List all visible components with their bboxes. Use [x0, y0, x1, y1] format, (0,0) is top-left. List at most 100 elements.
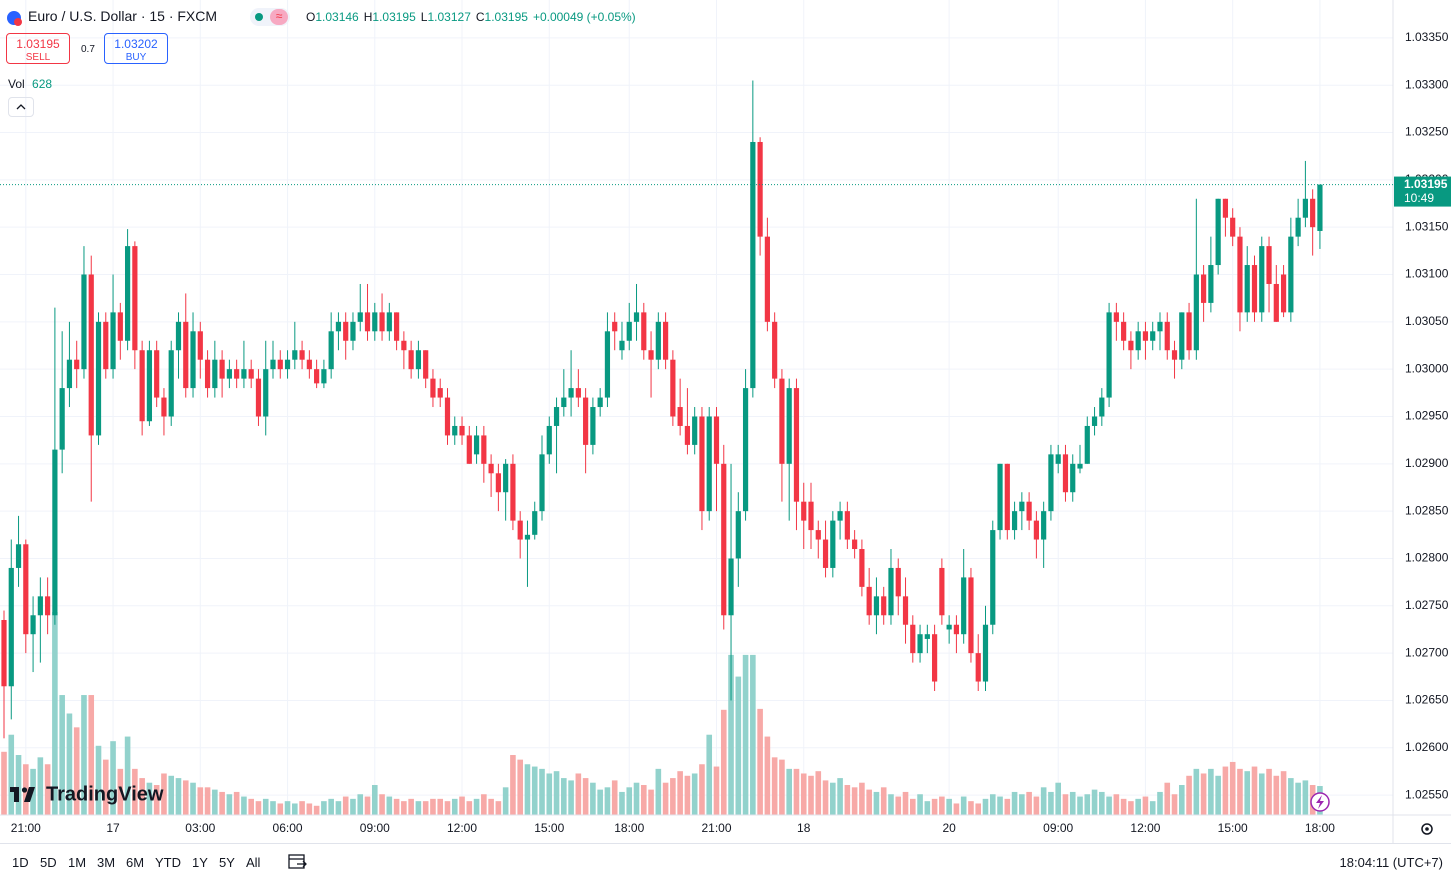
volume-bar [88, 695, 95, 815]
volume-bar [1288, 778, 1294, 815]
volume-bar [800, 773, 807, 815]
volume-bar [750, 654, 756, 815]
volume-bar [960, 796, 967, 815]
candle-body [37, 596, 43, 616]
candle-body [219, 359, 225, 379]
volume-bar [859, 782, 865, 815]
buy-button[interactable]: 1.03202 BUY [104, 33, 168, 64]
volume-bar [52, 612, 58, 815]
date-range-button[interactable] [287, 852, 309, 872]
range-button[interactable]: YTD [155, 855, 181, 870]
volume-bar [1026, 791, 1032, 815]
volume-bar [808, 775, 814, 815]
candle-body [997, 463, 1003, 531]
x-tick-label: 15:00 [534, 821, 564, 835]
candle-body [677, 407, 683, 426]
volume-bar [415, 801, 422, 815]
volume-bar [204, 787, 211, 815]
range-button[interactable]: All [246, 855, 261, 870]
volume-bar [917, 794, 923, 815]
logo-mark [24, 787, 35, 802]
x-tick-label: 17 [106, 821, 120, 835]
symbol-title[interactable]: Euro / U.S. Dollar · 15 · FXCM [28, 8, 218, 24]
sell-button[interactable]: 1.03195 SELL [6, 33, 70, 64]
candle-body [408, 350, 414, 370]
volume-bar [924, 801, 931, 815]
candle-body [1004, 463, 1010, 531]
candle-body [299, 350, 305, 360]
candle-body [481, 435, 487, 464]
candle-body [1077, 463, 1083, 469]
volume-legend-label: Vol [8, 77, 25, 91]
candle-body [575, 388, 581, 398]
clock[interactable]: 18:04:11 (UTC+7) [1339, 855, 1443, 870]
volume-bar [655, 768, 662, 815]
range-button[interactable]: 1Y [192, 855, 208, 870]
volume-bar [481, 794, 487, 815]
range-button[interactable]: 3M [97, 855, 116, 870]
candle-body [982, 624, 989, 682]
volume-bar [161, 773, 167, 815]
candle-body [314, 369, 320, 384]
ohlc-value: 1.03146 [315, 10, 359, 24]
market-open-dot [255, 13, 263, 21]
volume-bar [648, 789, 654, 815]
candle-body [452, 425, 458, 436]
candle-body [1106, 312, 1112, 398]
range-button[interactable]: 6M [126, 855, 145, 870]
volume-bar [466, 801, 473, 815]
volume-bar [386, 796, 393, 815]
volume-bar [720, 709, 727, 815]
candle-body [808, 501, 814, 531]
candle-body [742, 388, 749, 512]
candle-body [1266, 246, 1272, 284]
candle-body [1273, 283, 1279, 322]
sell-price: 1.03195 [16, 37, 60, 51]
ohlc-value: 1.03127 [427, 10, 471, 24]
candle-body [924, 634, 930, 639]
x-tick-label: 21:00 [701, 821, 731, 835]
x-tick-label: 12:00 [447, 821, 477, 835]
x-tick-label: 06:00 [273, 821, 303, 835]
range-button[interactable]: 5Y [219, 855, 235, 870]
candle-body [110, 312, 116, 370]
volume-bar [1128, 801, 1134, 815]
volume-bar [902, 791, 909, 815]
volume-bar [357, 794, 364, 815]
volume-bar [502, 787, 509, 815]
status-badges[interactable]: ≈ [250, 8, 290, 26]
range-button[interactable]: 1D [12, 855, 29, 870]
candle-body [364, 312, 371, 332]
x-tick-label: 12:00 [1130, 821, 1160, 835]
volume-bar [1200, 773, 1207, 815]
volume-bar [233, 791, 240, 815]
volume-bar [15, 755, 22, 815]
settings-icon [1425, 827, 1429, 831]
range-button[interactable]: 5D [40, 855, 57, 870]
y-tick-label: 1.02650 [1405, 693, 1449, 707]
candle-body [517, 520, 523, 540]
collapse-button[interactable] [8, 97, 34, 117]
candle-body [684, 425, 691, 445]
volume-bar [1135, 798, 1141, 815]
volume-bar [568, 780, 574, 815]
volume-bar [953, 803, 960, 815]
candle-body [459, 425, 465, 436]
volume-bar [1019, 794, 1025, 815]
candle-body [1295, 217, 1301, 237]
volume-bar [1142, 796, 1149, 815]
candle-body [706, 416, 712, 512]
candle-body [423, 350, 429, 379]
volume-bar [633, 782, 640, 815]
candle-body [95, 321, 102, 436]
volume-bar [946, 798, 952, 815]
volume-pane [1, 612, 1323, 815]
lightning-icon [1316, 795, 1324, 809]
candle-body [968, 577, 974, 654]
candle-body [546, 425, 552, 455]
volume-bar [1106, 796, 1112, 815]
settings-button[interactable] [1421, 823, 1433, 835]
volume-bar [611, 780, 618, 815]
range-button[interactable]: 1M [68, 855, 87, 870]
candle-body [881, 596, 887, 616]
